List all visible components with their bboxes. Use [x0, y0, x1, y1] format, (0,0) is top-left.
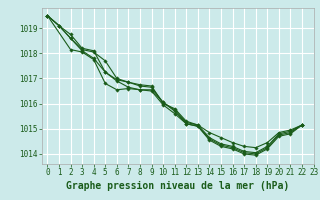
X-axis label: Graphe pression niveau de la mer (hPa): Graphe pression niveau de la mer (hPa): [66, 181, 289, 191]
